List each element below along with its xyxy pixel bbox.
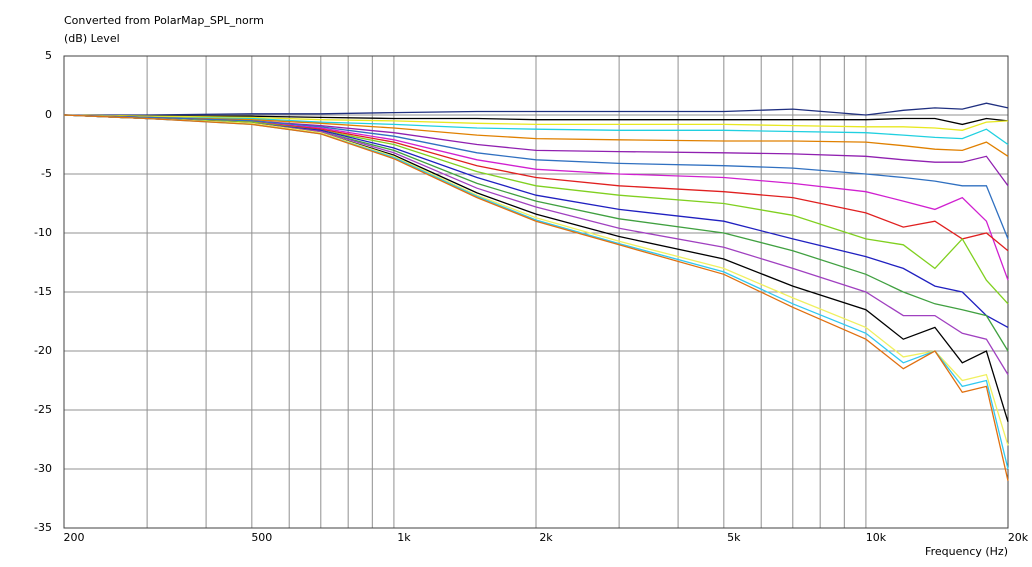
- y-tick-label: -10: [34, 226, 52, 239]
- x-axis-label: Frequency (Hz): [925, 545, 1008, 558]
- y-axis-label: (dB) Level: [64, 32, 120, 45]
- series-line: [63, 114, 1009, 446]
- plot-border: [63, 55, 1009, 529]
- x-tick-label: 5k: [727, 531, 741, 544]
- y-tick-label: -15: [34, 285, 52, 298]
- series-line: [63, 114, 1009, 240]
- x-tick-label: 1k: [397, 531, 411, 544]
- x-tick-label: 10k: [866, 531, 887, 544]
- chart-title: Converted from PolarMap_SPL_norm: [64, 14, 264, 27]
- y-tick-label: 0: [45, 108, 52, 121]
- series-line: [63, 114, 1009, 146]
- y-tick-label: 5: [45, 49, 52, 62]
- y-tick-label: -20: [34, 344, 52, 357]
- y-tick-label: -5: [41, 167, 52, 180]
- series-line: [63, 114, 1009, 481]
- series-line: [63, 114, 1009, 157]
- y-tick-label: -30: [34, 462, 52, 475]
- y-tick-label: -35: [34, 521, 52, 534]
- x-tick-label: 500: [251, 531, 272, 544]
- series-line: [63, 114, 1009, 131]
- series-line: [64, 102, 1009, 116]
- x-tick-label: 2k: [539, 531, 553, 544]
- series-line: [63, 114, 1009, 126]
- x-tick-label: 20k: [1008, 531, 1029, 544]
- y-tick-label: -25: [34, 403, 52, 416]
- x-tick-label: 200: [64, 531, 85, 544]
- plot-area: 5 0 -5 -10 -15 -20 -25 -30 -35 200 500 1k 2k 5k 10k 20k: [34, 49, 1029, 544]
